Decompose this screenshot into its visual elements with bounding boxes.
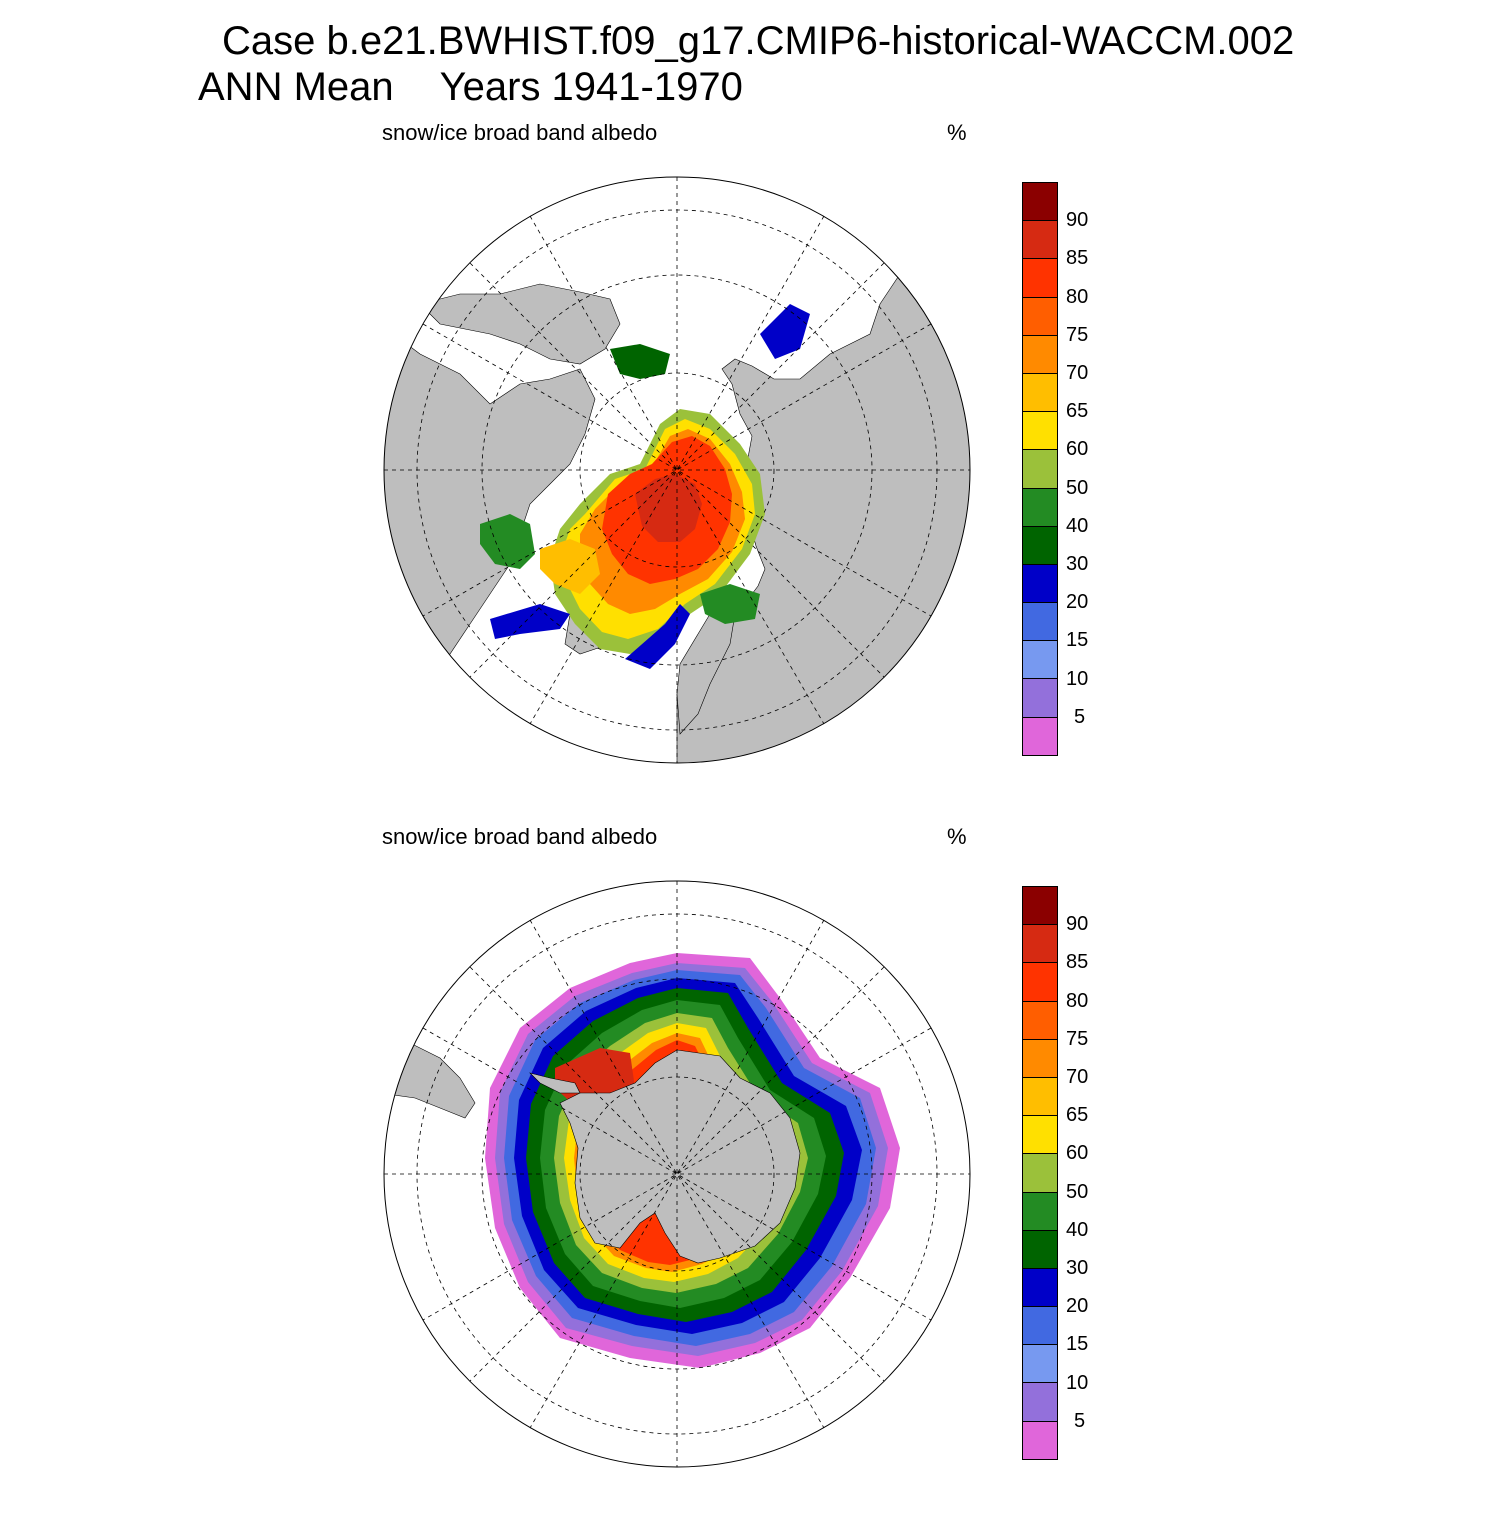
graticule-south: [384, 881, 970, 1467]
colorbar-tick-label: 5: [1074, 1409, 1086, 1432]
sea-ice-85: [635, 474, 702, 542]
season-label: ANN Mean: [198, 65, 394, 109]
colorbar-swatch: [1022, 488, 1058, 527]
baffin-ice: [540, 539, 600, 594]
colorbar-swatch: [1022, 1230, 1058, 1269]
colorbar-tick-label: 30: [1066, 553, 1089, 575]
colorbar-swatch: [1022, 963, 1058, 1002]
colorbar-swatch: [1022, 1077, 1058, 1117]
colorbar-tick-label: 70: [1066, 1066, 1089, 1088]
colorbar-swatch: [1022, 717, 1058, 756]
colorbar-tick-label: 40: [1066, 1218, 1089, 1241]
colorbar-swatch: [1022, 526, 1058, 565]
north-polar-map: [383, 176, 971, 764]
antarctic-peninsula: [529, 1072, 581, 1094]
colorbar-swatch: [1022, 564, 1058, 604]
greenland-sea-ice: [625, 604, 690, 669]
units-label: %: [947, 120, 967, 145]
okhotsk-ice: [760, 304, 810, 359]
colorbar-tick-label: 10: [1066, 1371, 1089, 1394]
variable-label: snow/ice broad band albedo: [382, 120, 658, 145]
south-colorbar-labels: 90 85 80 75 70 65 60 50 40 30 20 15 10 5: [1066, 886, 1126, 1466]
north-colorbar-labels: 90 85 80 75 70 65 60 50 40 30 20 15 10 5: [1066, 182, 1126, 762]
case-title: Case b.e21.BWHIST.f09_g17.CMIP6-historic…: [222, 19, 1295, 63]
colorbar-tick-label: 90: [1066, 209, 1089, 232]
colorbar-swatch: [1022, 886, 1058, 926]
colorbar-swatch: [1022, 412, 1058, 451]
colorbar-tick-label: 15: [1066, 629, 1089, 652]
colorbar-swatch: [1022, 1307, 1058, 1346]
colorbar-swatch: [1022, 297, 1058, 336]
colorbar-tick-label: 20: [1066, 591, 1089, 614]
colorbar-tick-label: 80: [1066, 285, 1089, 308]
colorbar-swatch: [1022, 925, 1058, 964]
colorbar-tick-label: 60: [1066, 1142, 1089, 1165]
units-label: %: [947, 824, 967, 849]
north-panel: snow/ice broad band albedo %: [0, 118, 1500, 818]
variable-label: snow/ice broad band albedo: [382, 824, 658, 849]
barents-ice: [700, 584, 760, 624]
colorbar-tick-label: 70: [1066, 362, 1089, 384]
colorbar-swatch: [1022, 1345, 1058, 1384]
colorbar-tick-label: 30: [1066, 1257, 1089, 1279]
colorbar-swatch: [1022, 1192, 1058, 1231]
colorbar-swatch: [1022, 1383, 1058, 1422]
bering-ice: [610, 344, 670, 379]
south-colorbar: [1022, 886, 1058, 1460]
scandinavia-land: [676, 598, 736, 735]
graticule-north: [384, 177, 970, 763]
colorbar-swatch: [1022, 1421, 1058, 1460]
colorbar-swatch: [1022, 221, 1058, 260]
colorbar-tick-label: 40: [1066, 514, 1089, 537]
south-panel: snow/ice broad band albedo %: [0, 822, 1500, 1522]
colorbar-swatch: [1022, 1001, 1058, 1040]
colorbar-swatch: [1022, 259, 1058, 298]
hudson-ice: [480, 514, 535, 569]
labrador-ice: [490, 604, 570, 639]
colorbar-swatch: [1022, 1154, 1058, 1193]
colorbar-tick-label: 65: [1066, 400, 1089, 423]
colorbar-swatch: [1022, 1039, 1058, 1078]
colorbar-tick-label: 65: [1066, 1104, 1089, 1127]
years-label: Years 1941-1970: [439, 65, 743, 109]
colorbar-tick-label: 75: [1066, 1027, 1089, 1050]
colorbar-tick-label: 5: [1074, 705, 1086, 728]
colorbar-tick-label: 90: [1066, 913, 1089, 936]
colorbar-tick-label: 50: [1066, 476, 1089, 499]
colorbar-swatch: [1022, 335, 1058, 374]
colorbar-swatch: [1022, 450, 1058, 489]
colorbar-tick-label: 75: [1066, 323, 1089, 346]
colorbar-swatch: [1022, 373, 1058, 413]
colorbar-tick-label: 20: [1066, 1295, 1089, 1318]
colorbar-tick-label: 60: [1066, 438, 1089, 461]
south-polar-map: [383, 880, 971, 1468]
colorbar-tick-label: 10: [1066, 667, 1089, 690]
colorbar-tick-label: 50: [1066, 1180, 1089, 1203]
antarctica-land: [559, 1049, 801, 1264]
north-colorbar: [1022, 182, 1058, 756]
colorbar-swatch: [1022, 641, 1058, 680]
colorbar-swatch: [1022, 603, 1058, 642]
colorbar-swatch: [1022, 1116, 1058, 1155]
colorbar-tick-label: 15: [1066, 1333, 1089, 1356]
colorbar-tick-label: 80: [1066, 989, 1089, 1012]
colorbar-tick-label: 85: [1066, 247, 1089, 270]
colorbar-swatch: [1022, 1268, 1058, 1308]
colorbar-swatch: [1022, 679, 1058, 718]
colorbar-swatch: [1022, 182, 1058, 222]
period-title: ANN Mean Years 1941-1970: [198, 64, 743, 110]
colorbar-tick-label: 85: [1066, 951, 1089, 974]
